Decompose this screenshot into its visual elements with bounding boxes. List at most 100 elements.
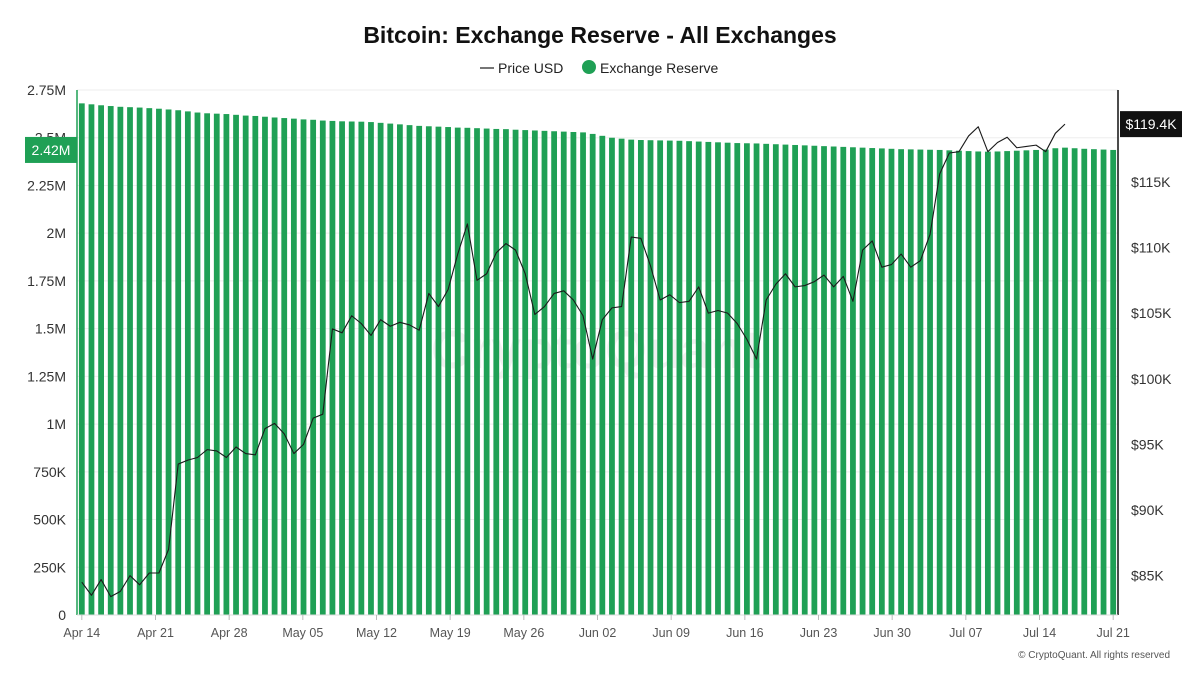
reserve-bar <box>107 106 114 615</box>
reserve-bar <box>907 149 914 615</box>
reserve-bar <box>898 149 905 615</box>
reserve-bar <box>599 135 606 615</box>
reserve-bar <box>435 126 442 616</box>
x-tick-label: May 26 <box>503 626 544 640</box>
reserve-bar <box>165 109 172 615</box>
reserve-bar <box>637 140 644 615</box>
reserve-bar <box>753 143 760 615</box>
x-tick-label: Apr 14 <box>63 626 100 640</box>
reserve-bar <box>213 113 220 616</box>
current-reserve-value: 2.42M <box>32 142 71 158</box>
x-tick-label: Jun 16 <box>726 626 764 640</box>
reserve-bar <box>194 112 201 615</box>
reserve-bar <box>493 128 500 615</box>
legend-reserve-swatch <box>582 60 596 74</box>
reserve-bar <box>695 141 702 616</box>
reserve-bar <box>580 132 586 615</box>
reserve-bar <box>416 125 423 615</box>
reserve-bar <box>531 130 538 615</box>
reserve-bar <box>1052 148 1059 616</box>
reserve-bar <box>1110 149 1117 615</box>
reserve-bar <box>300 119 307 616</box>
x-tick-label: May 19 <box>430 626 471 640</box>
price-line-group <box>81 123 1066 598</box>
reserve-bar <box>262 116 268 615</box>
right-tick-label: $100K <box>1131 371 1172 387</box>
reserve-bar <box>184 111 191 615</box>
reserve-bar <box>310 119 317 615</box>
left-tick-label: 2.75M <box>27 82 66 98</box>
legend-reserve-label[interactable]: Exchange Reserve <box>600 60 719 76</box>
reserve-bar <box>483 128 490 615</box>
reserve-bar <box>744 143 750 615</box>
reserve-bar <box>522 130 529 615</box>
reserve-bar <box>512 129 519 615</box>
reserve-bar <box>474 128 480 615</box>
left-tick-label: 2.25M <box>27 177 66 193</box>
reserve-bar <box>936 149 943 615</box>
reserve-bar <box>801 145 808 616</box>
reserve-bar <box>782 144 789 615</box>
left-tick-label: 0 <box>58 607 66 623</box>
left-tick-label: 1M <box>47 416 66 432</box>
reserve-bar <box>88 104 95 615</box>
x-tick-label: May 05 <box>282 626 323 640</box>
reserve-bar <box>821 146 827 615</box>
reserve-bar <box>223 114 230 616</box>
reserve-bar <box>397 124 403 616</box>
reserve-bar <box>734 143 741 615</box>
badges: 2.42M $119.4K <box>25 111 1182 163</box>
reserve-bar <box>965 151 972 615</box>
reserve-bar <box>233 114 239 615</box>
legend-price-label[interactable]: Price USD <box>498 60 563 76</box>
reserve-bar <box>946 150 953 615</box>
left-tick-label: 750K <box>33 464 66 480</box>
x-tick-label: Jul 21 <box>1097 626 1130 640</box>
reserve-bar <box>686 141 692 615</box>
left-tick-label: 250K <box>33 559 66 575</box>
reserve-bar <box>406 125 413 615</box>
reserve-bar <box>551 131 558 616</box>
reserve-bar <box>252 115 259 616</box>
reserve-bar <box>127 107 133 616</box>
reserve-bar <box>78 103 85 616</box>
reserve-bar <box>1042 149 1049 615</box>
reserve-bar <box>1091 149 1097 615</box>
reserve-bar <box>204 113 211 615</box>
reserve-bar <box>503 129 509 615</box>
reserve-bar <box>271 117 278 616</box>
reserve-bar <box>146 108 153 615</box>
reserve-bar <box>156 108 162 616</box>
reserve-bar <box>676 140 683 615</box>
reserve-bar <box>281 118 288 615</box>
left-tick-label: 500K <box>33 512 66 528</box>
chart-title: Bitcoin: Exchange Reserve - All Exchange… <box>363 22 836 48</box>
legend[interactable]: Price USD Exchange Reserve <box>480 60 719 76</box>
current-price-value: $119.4K <box>1125 116 1177 132</box>
reserve-bar <box>368 122 374 615</box>
reserve-bar <box>117 106 124 616</box>
reserve-bar <box>339 121 345 615</box>
reserve-bar <box>956 150 962 615</box>
current-reserve-badge <box>25 136 77 163</box>
reserve-bar <box>628 139 635 615</box>
x-tick-label: Jun 30 <box>873 626 911 640</box>
x-tick-label: May 12 <box>356 626 397 640</box>
reserve-bar <box>1062 147 1068 615</box>
right-tick-label: $110K <box>1131 240 1171 256</box>
reserve-bar <box>888 148 895 616</box>
x-tick-label: Apr 21 <box>137 626 174 640</box>
reserve-bar <box>869 148 876 616</box>
reserve-bar <box>994 151 1001 615</box>
reserve-bar <box>657 140 664 615</box>
reserve-bar <box>811 145 818 615</box>
reserve-bar <box>387 123 394 615</box>
reserve-bar <box>705 141 712 615</box>
x-tick-label: Jun 23 <box>800 626 838 640</box>
reserve-bar <box>1033 149 1039 615</box>
reserve-bar <box>975 151 982 615</box>
reserve-bar <box>1013 150 1020 615</box>
reserve-bar <box>859 147 866 615</box>
reserve-bar <box>1100 149 1107 615</box>
